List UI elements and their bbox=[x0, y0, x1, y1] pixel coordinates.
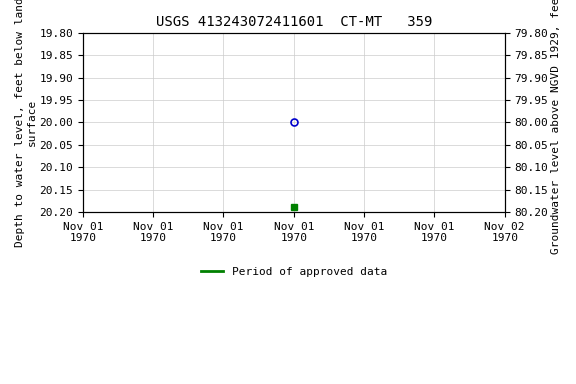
Y-axis label: Depth to water level, feet below land
surface: Depth to water level, feet below land su… bbox=[15, 0, 37, 247]
Y-axis label: Groundwater level above NGVD 1929, feet: Groundwater level above NGVD 1929, feet bbox=[551, 0, 561, 254]
Title: USGS 413243072411601  CT-MT   359: USGS 413243072411601 CT-MT 359 bbox=[156, 15, 432, 29]
Legend: Period of approved data: Period of approved data bbox=[196, 263, 392, 281]
